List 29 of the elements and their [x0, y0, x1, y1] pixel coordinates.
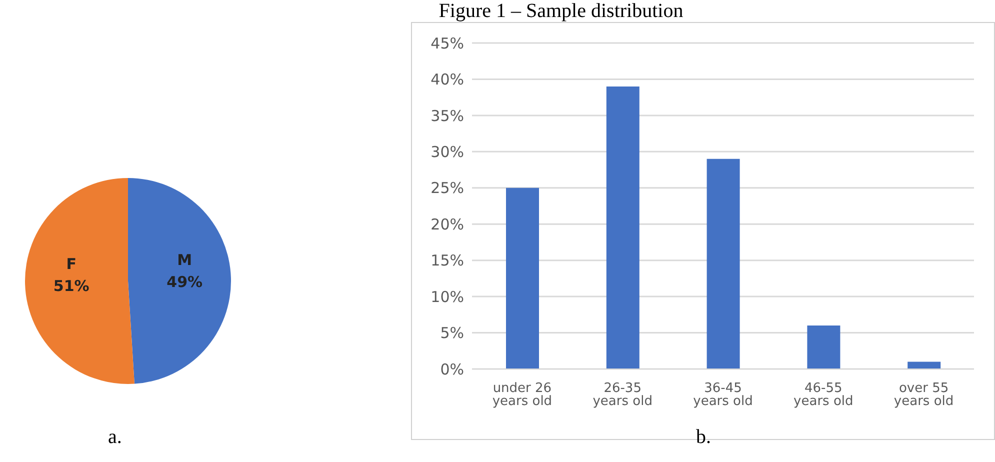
x-tick-label: over 55 years old	[894, 381, 954, 410]
slice-label: F	[66, 254, 77, 273]
x-tick-label: under 26 years old	[492, 381, 552, 410]
text: a.	[108, 426, 122, 449]
y-tick-label: 5%	[440, 324, 464, 342]
bar	[706, 158, 740, 369]
y-tick-label: 35%	[430, 106, 464, 125]
chart-title: Figure 1 – Sample distribution	[438, 0, 684, 23]
y-tick-label: 40%	[430, 70, 464, 89]
y-tick-label: 30%	[430, 142, 464, 161]
y-tick-label: 20%	[430, 215, 464, 234]
x-tick-label: 36-45 years old	[693, 381, 753, 410]
y-tick-label: 45%	[430, 34, 464, 52]
x-tick-label: 46-55 years old	[794, 381, 854, 410]
pie-slice	[25, 178, 134, 384]
text: b.	[696, 426, 711, 449]
y-tick-label: 25%	[430, 179, 464, 198]
bar	[807, 326, 840, 369]
bar	[606, 86, 640, 369]
pie-slice	[128, 178, 231, 384]
y-tick-label: 15%	[430, 252, 464, 270]
x-tick-label: 26-35 years old	[592, 381, 652, 410]
data-label: 51%	[53, 276, 90, 295]
slice-label: M	[177, 251, 192, 270]
y-tick-label: 0%	[440, 360, 464, 378]
data-label: 49%	[166, 273, 203, 292]
y-tick-label: 10%	[430, 288, 464, 306]
bar	[908, 362, 941, 369]
bar	[506, 188, 539, 369]
